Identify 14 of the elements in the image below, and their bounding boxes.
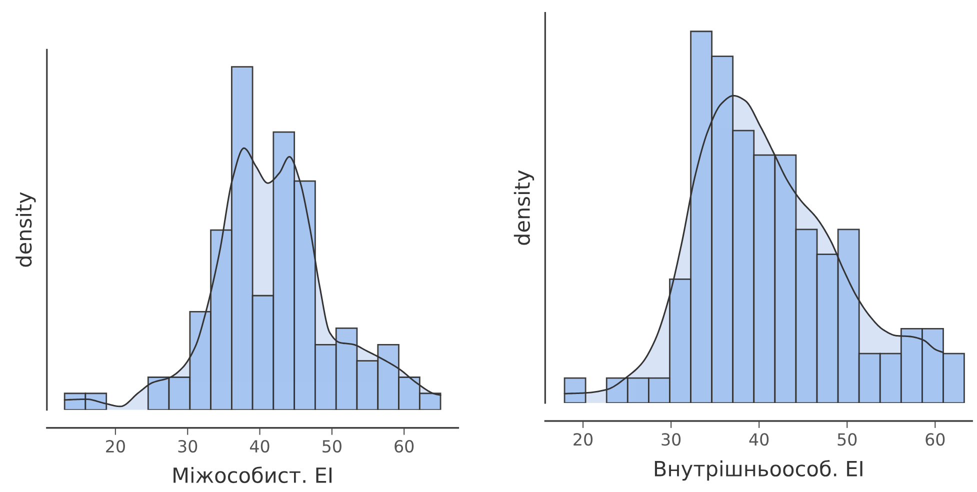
x-tick-label: 30 <box>178 440 198 453</box>
x-tick-label: 60 <box>394 440 414 453</box>
x-tick-label: 50 <box>322 440 342 453</box>
x-tick-label: 20 <box>574 433 593 446</box>
x-axis-title: Внутрішньоособ. EI <box>654 460 862 481</box>
x-tick-label: 40 <box>749 433 769 446</box>
y-axis-title: density <box>16 192 36 267</box>
x-axis-title: Міжособист. EI <box>174 466 332 484</box>
x-tick-label: 50 <box>838 433 857 446</box>
y-axis-title: density <box>514 170 534 245</box>
x-tick-label: 20 <box>106 440 125 453</box>
x-tick-label: 60 <box>926 433 945 446</box>
x-tick-label: 40 <box>250 440 270 453</box>
x-tick-label: 30 <box>662 433 681 446</box>
